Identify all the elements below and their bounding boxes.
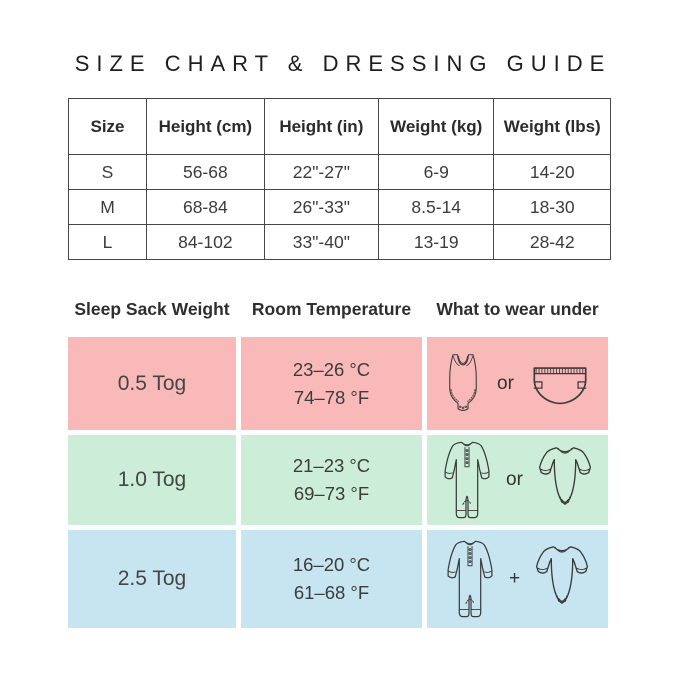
table-row-m: M 68-84 26"-33" 8.5-14 18-30	[67, 189, 611, 225]
header-room-temperature: Room Temperature	[251, 299, 412, 319]
wear-under: +	[427, 530, 608, 628]
cell-height-in: 22"-27"	[263, 154, 380, 190]
footed-pajama-icon	[444, 441, 490, 518]
temp-celsius: 16–20 °C	[292, 554, 371, 576]
size-chart-page: SIZE CHART & DRESSING GUIDE Size Height …	[67, 51, 612, 628]
wear-under: or	[427, 337, 608, 430]
dressing-guide-headers: Sleep Sack Weight Room Temperature What …	[68, 299, 611, 320]
content-area: Size Height (cm) Height (in) Weight (kg)…	[67, 98, 611, 628]
col-header-height-in: Height (in)	[263, 98, 380, 155]
col-header-weight-lbs: Weight (lbs)	[493, 98, 611, 155]
cell-height-cm: 56-68	[146, 154, 265, 190]
room-temperature: 21–23 °C 69–73 °F	[241, 435, 422, 525]
diaper-icon	[533, 366, 587, 404]
header-what-to-wear-under: What to wear under	[436, 299, 599, 319]
col-header-height-cm: Height (cm)	[146, 98, 265, 155]
wear-under: or	[427, 435, 608, 525]
size-table: Size Height (cm) Height (in) Weight (kg)…	[67, 98, 611, 260]
temp-fahrenheit: 74–78 °F	[293, 386, 370, 408]
col-header-weight-kg: Weight (kg)	[378, 98, 495, 155]
footed-pajama-icon	[447, 540, 493, 617]
sleeveless-bodysuit-icon	[449, 353, 477, 411]
size-table-header-row: Size Height (cm) Height (in) Weight (kg)…	[67, 98, 611, 155]
tog-value: 0.5 Tog	[68, 337, 236, 430]
tog-value: 2.5 Tog	[68, 530, 236, 628]
cell-size: S	[67, 154, 148, 190]
dressing-guide-grid: 0.5 Tog 23–26 °C 74–78 °F or	[68, 337, 611, 628]
cell-size: M	[67, 189, 148, 225]
temp-celsius: 21–23 °C	[292, 455, 371, 477]
cell-weight-lbs: 14-20	[493, 154, 611, 190]
table-row-l: L 84-102 33"-40" 13-19 28-42	[67, 224, 611, 260]
room-temperature: 23–26 °C 74–78 °F	[241, 337, 422, 430]
cell-height-cm: 68-84	[146, 189, 265, 225]
cell-weight-kg: 6-9	[378, 154, 495, 190]
cell-size: L	[67, 224, 148, 260]
connector-text: or	[497, 372, 514, 394]
tog-value: 1.0 Tog	[68, 435, 236, 525]
temp-celsius: 23–26 °C	[292, 358, 371, 380]
cell-weight-kg: 13-19	[378, 224, 495, 260]
short-sleeve-bodysuit-icon	[538, 446, 591, 505]
cell-weight-lbs: 28-42	[493, 224, 611, 260]
header-sleep-sack-weight: Sleep Sack Weight	[74, 299, 230, 319]
cell-weight-lbs: 18-30	[493, 189, 611, 225]
temp-fahrenheit: 61–68 °F	[293, 582, 370, 603]
table-row-s: S 56-68 22"-27" 6-9 14-20	[67, 154, 611, 190]
short-sleeve-bodysuit-icon	[536, 545, 589, 604]
cell-weight-kg: 8.5-14	[378, 189, 495, 225]
col-header-size: Size	[67, 98, 148, 155]
cell-height-in: 26"-33"	[263, 189, 380, 225]
cell-height-cm: 84-102	[146, 224, 265, 260]
temp-fahrenheit: 69–73 °F	[293, 483, 370, 504]
room-temperature: 16–20 °C 61–68 °F	[241, 530, 422, 628]
connector-text: or	[506, 469, 523, 490]
page-title: SIZE CHART & DRESSING GUIDE	[74, 51, 612, 76]
cell-height-in: 33"-40"	[263, 224, 380, 260]
connector-text: +	[508, 568, 521, 589]
